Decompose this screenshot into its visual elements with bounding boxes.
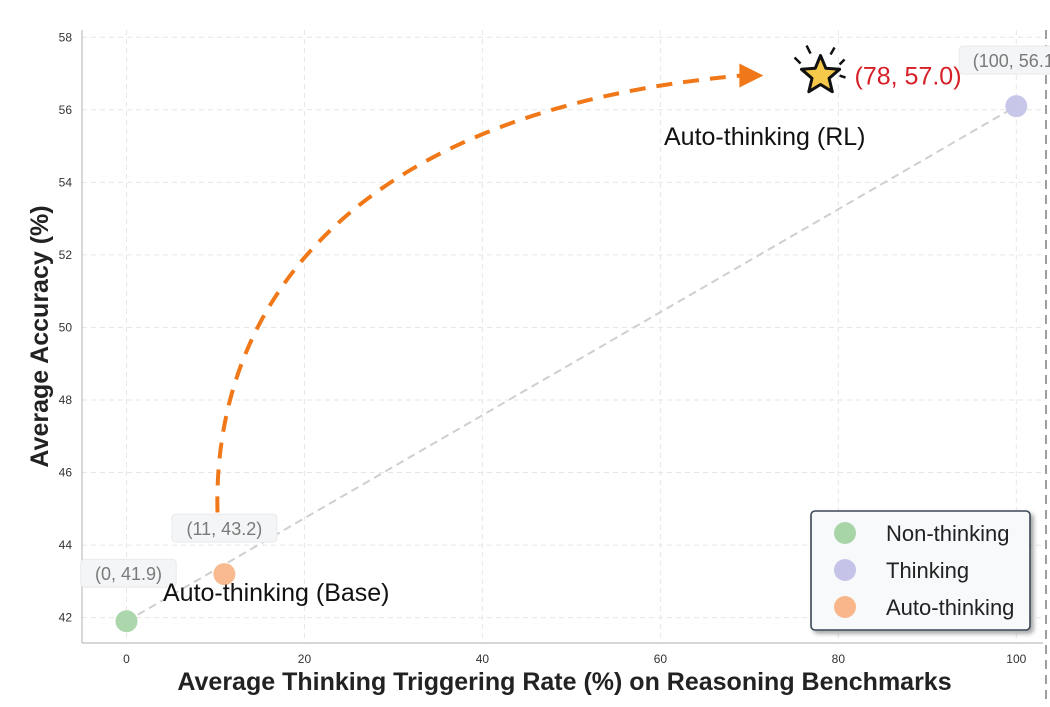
- x-tick-label: 60: [654, 652, 668, 666]
- legend-label: Auto-thinking: [886, 595, 1014, 620]
- star-sparkle: [839, 74, 846, 79]
- x-tick-label: 40: [476, 652, 490, 666]
- y-tick-label: 44: [59, 538, 73, 552]
- point-label-box: [958, 45, 1050, 75]
- arrow-arc: [215, 73, 742, 513]
- point-label: (0, 41.9): [95, 564, 162, 584]
- y-tick-label: 48: [59, 393, 73, 407]
- star-sparkle: [793, 56, 802, 65]
- point-label: (100, 56.1): [973, 51, 1050, 71]
- annotation-rl: Auto-thinking (RL): [664, 123, 865, 151]
- star-sparkle: [838, 58, 846, 66]
- highlight-star: [800, 54, 842, 94]
- highlight-label: (78, 57.0): [855, 63, 962, 91]
- data-point: [115, 610, 138, 633]
- legend-label: Non-thinking: [886, 521, 1010, 546]
- legend-box: [810, 510, 1031, 631]
- legend-marker: [834, 559, 856, 581]
- legend-label: Thinking: [886, 558, 969, 583]
- point-label-box: [80, 558, 177, 588]
- y-tick-label: 42: [59, 611, 73, 625]
- point-label-box: [171, 513, 278, 543]
- y-axis-title: Average Accuracy (%): [26, 205, 54, 467]
- star-sparkle: [805, 44, 812, 55]
- data-point: [1005, 95, 1028, 118]
- x-axis-title: Average Thinking Triggering Rate (%) on …: [177, 668, 951, 696]
- y-tick-label: 56: [59, 103, 73, 117]
- x-tick-label: 80: [832, 652, 846, 666]
- legend-marker: [834, 596, 856, 618]
- point-label: (11, 43.2): [187, 519, 263, 539]
- y-tick-label: 58: [59, 30, 73, 44]
- annotation-base: Auto-thinking (Base): [163, 579, 390, 607]
- arrow-head: [739, 63, 764, 88]
- x-tick-label: 20: [298, 652, 312, 666]
- y-tick-label: 46: [59, 466, 73, 480]
- star-sparkle: [829, 46, 836, 56]
- legend: Non-thinking Thinking Auto-thinking: [810, 510, 1031, 631]
- legend-marker: [834, 522, 856, 544]
- x-tick-label: 100: [1006, 652, 1026, 666]
- x-tick-label: 0: [123, 652, 130, 666]
- y-tick-label: 52: [59, 248, 73, 262]
- y-tick-label: 50: [59, 320, 73, 334]
- data-point: [213, 563, 236, 586]
- y-tick-label: 54: [59, 175, 73, 189]
